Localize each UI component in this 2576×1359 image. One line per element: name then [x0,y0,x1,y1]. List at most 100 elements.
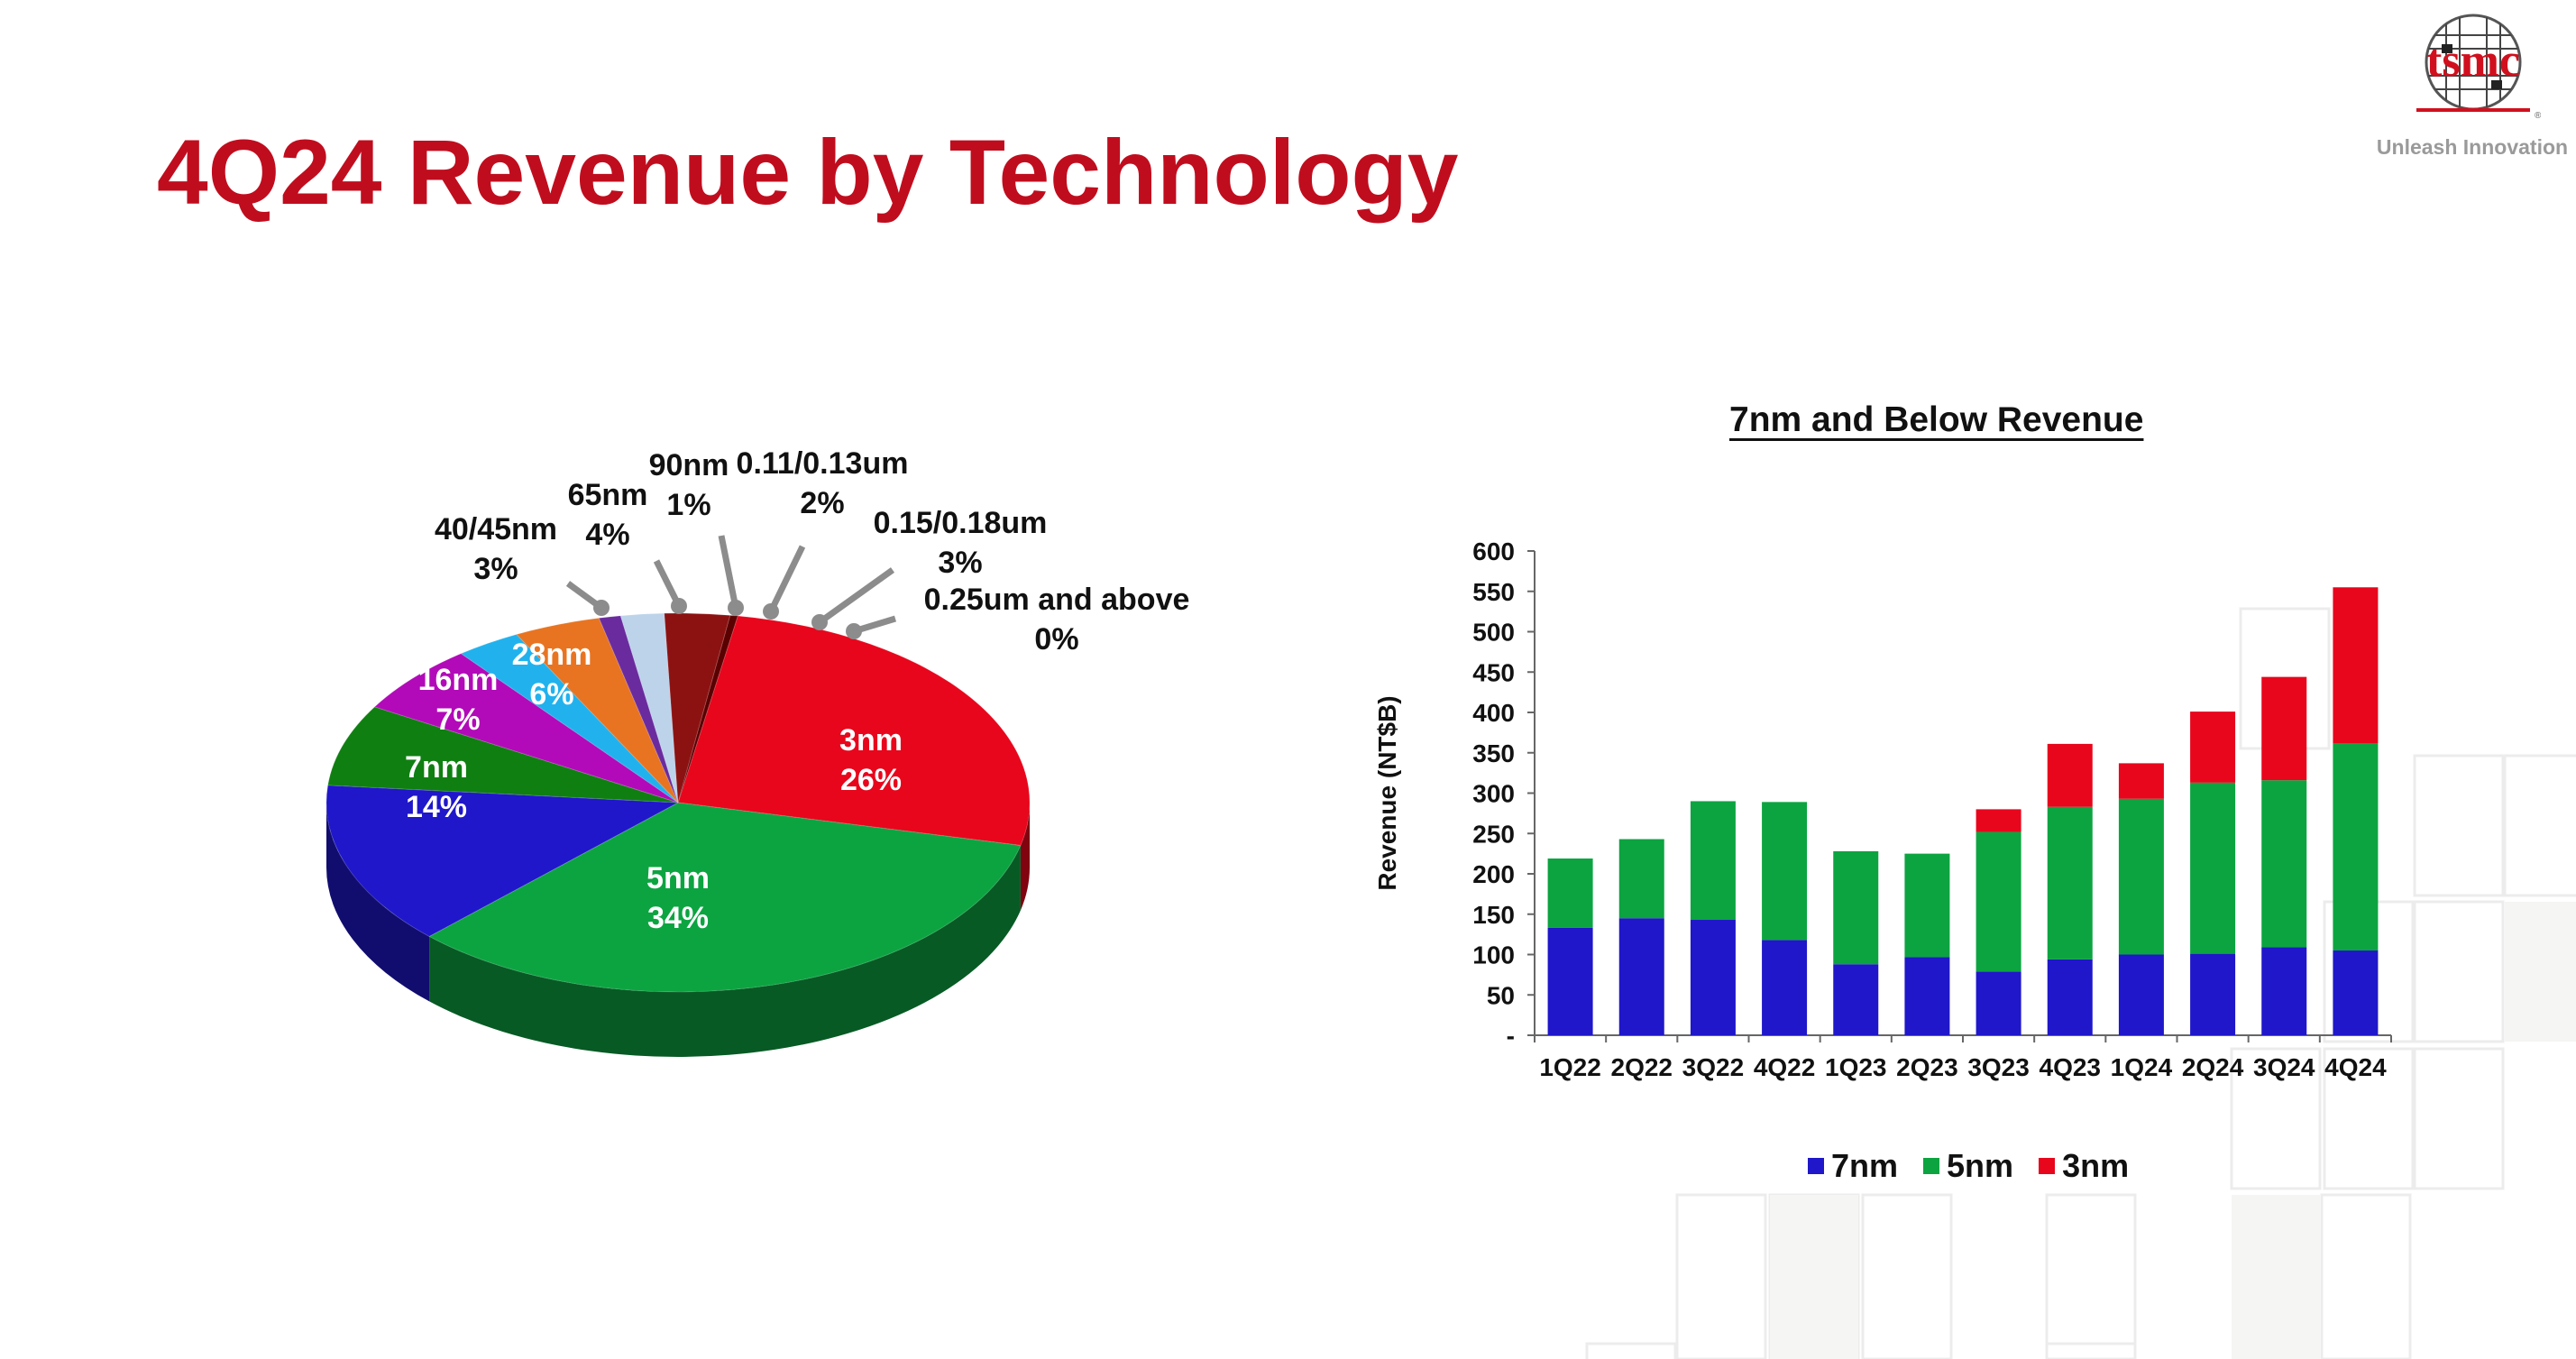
legend-label-3nm: 3nm [2062,1147,2130,1184]
bar-chart-title: 7nm and Below Revenue [1729,400,2144,439]
bar-5nm-3q23 [1976,831,2021,972]
legend-swatch-5nm [1923,1158,1940,1174]
bar-5nm-2q24 [2190,782,2236,954]
pie-label-0-15-0-18um: 0.15/0.18um [874,506,1048,540]
bar-stacks [1547,587,2379,1035]
legend-label-5nm: 5nm [1947,1147,2014,1184]
bar-7nm-3q23 [1976,971,2021,1035]
x-tick-label-1q22: 1Q22 [1539,1053,1601,1081]
pie-value-65nm: 4% [585,518,629,552]
x-tick-label-4q23: 4Q23 [2040,1053,2102,1081]
pie-slice-40-45nm [460,633,679,803]
leader-dot-0-15-0-18um [811,614,828,630]
legend-item-7nm: 7nm [1808,1147,1898,1185]
y-tick-label: 300 [1472,780,1515,808]
y-tick-label: 100 [1472,941,1515,969]
bar-3nm-1q24 [2118,763,2164,799]
x-tick-label-3q24: 3Q24 [2253,1053,2315,1081]
bar-7nm-2q22 [1618,918,1664,1035]
bar-3nm-3q24 [2261,676,2307,781]
pie-value-90nm: 1% [666,488,710,522]
pie-label-7nm: 7nm [405,750,468,785]
bar-7nm-4q23 [2047,959,2093,1035]
bar-5nm-1q24 [2118,798,2164,955]
bar-7nm-1q24 [2118,954,2164,1035]
bar-3nm-3q23 [1976,809,2021,832]
pie-value-0-15-0-18um: 3% [938,546,982,580]
pie-slice-3nm [677,615,1031,846]
bar-7nm-3q24 [2261,947,2307,1035]
pie-side-5nm [429,845,1021,1057]
bar-5nm-4q23 [2047,806,2093,960]
leader-line-65nm [653,559,683,608]
pie-slice-7nm [325,785,680,937]
pie-value-7nm: 14% [406,790,467,824]
pie-top [325,612,1031,993]
bar-5nm-4q24 [2333,743,2379,951]
pie-slice-90nm [598,615,679,803]
bar-7nm-4q22 [1762,940,1808,1035]
bar-legend: 7nm 5nm 3nm [1808,1147,2129,1185]
pie-label-5nm: 5nm [646,861,710,895]
legend-item-5nm: 5nm [1923,1147,2013,1185]
bar-3nm-4q24 [2333,587,2379,744]
tagline: Unleash Innovation [2376,135,2569,159]
x-tick-label-4q24: 4Q24 [2324,1053,2387,1081]
y-tick-label: 150 [1472,901,1515,929]
legend-item-3nm: 3nm [2039,1147,2129,1185]
bar-7nm-1q23 [1833,964,1879,1035]
bar-7nm-4q24 [2333,950,2379,1035]
slide-title: 4Q24 Revenue by Technology [157,121,1459,224]
y-tick-label: 350 [1472,739,1515,767]
legend-swatch-7nm [1808,1158,1824,1174]
pie-label-0-11-0-13um: 0.11/0.13um [737,446,909,481]
leader-dot-0-11-0-13um [763,603,779,620]
x-tick-label-2q22: 2Q22 [1611,1053,1673,1081]
bar-7nm-2q23 [1904,957,1950,1035]
bar-5nm-3q24 [2261,780,2307,948]
y-tick-label: 550 [1472,578,1515,606]
pie-slice-16nm [327,706,679,803]
bar-7nm-1q22 [1547,927,1593,1035]
pie-sides [326,803,1030,1057]
pie-slice-0-11-0-13um [619,612,679,803]
y-tick-label: 50 [1487,981,1515,1009]
pie-side-7nm [326,803,430,1002]
y-tick-label: 600 [1472,537,1515,565]
legend-swatch-3nm [2039,1158,2056,1174]
pie-value-40-45nm: 3% [473,552,518,586]
leader-line-0-15-0-18um [817,567,895,625]
pie-slice-28nm [373,653,679,803]
pie-label-65nm: 65nm [568,478,648,512]
pie-value-5nm: 34% [647,901,709,935]
bar-7nm-2q24 [2190,953,2236,1035]
y-tick-label: 250 [1472,820,1515,848]
leader-line-90nm [718,535,739,609]
registered-mark: ® [2535,111,2541,121]
pie-value-3nm: 26% [840,763,902,797]
x-tick-label-1q24: 1Q24 [2111,1053,2173,1081]
pie-slice-0-15-0-18um [664,612,731,803]
leader-line-0-11-0-13um [767,545,806,613]
bar-5nm-2q22 [1618,839,1664,919]
x-tick-label-2q23: 2Q23 [1896,1053,1958,1081]
pie-label-16nm: 16nm [418,663,499,697]
leader-dot-40-45nm [593,600,610,616]
tsmc-logo: tsmc ® [2416,14,2541,121]
leader-dot-0-25um-and-above [846,623,862,639]
bar-5nm-1q22 [1547,858,1593,928]
y-tick-label: 500 [1472,619,1515,647]
pie-value-16nm: 7% [435,702,480,737]
pie-value-0-11-0-13um: 2% [800,486,844,520]
pie-labels: 3nm 26% 5nm 34% 7nm 14% 16nm 7% 28nm 6% 40/45nm 3% 6… [405,446,1189,935]
pie-value-28nm: 6% [529,677,573,712]
x-tick-label-3q23: 3Q23 [1967,1053,2030,1081]
pie-label-90nm: 90nm [649,448,729,482]
pie-side-3nm [1020,803,1030,911]
pie-label-40-45nm: 40/45nm [435,512,557,546]
y-axis-label: Revenue (NT$B) [1373,695,1401,890]
bar-5nm-1q23 [1833,850,1879,965]
pie-label-0-25um-and-above: 0.25um and above [924,583,1190,617]
pie-slice-65nm [515,617,679,803]
